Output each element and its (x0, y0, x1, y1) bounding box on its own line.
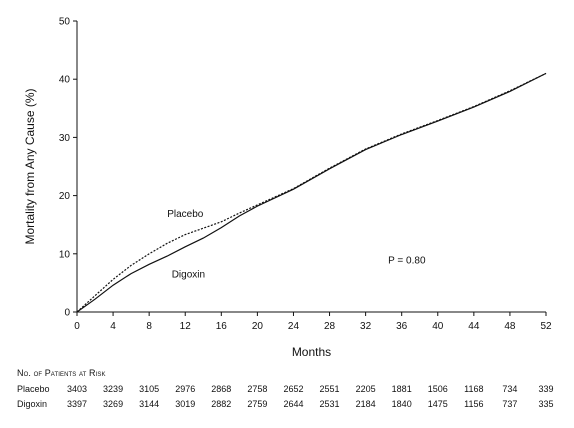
x-tick-label: 24 (288, 321, 300, 332)
y-tick-label: 30 (59, 133, 71, 144)
curves (76, 72, 547, 313)
series-line-digoxin (76, 72, 547, 313)
annotations: Placebo Digoxin P = 0.80 (167, 209, 426, 281)
x-tick-label: 48 (504, 321, 516, 332)
x-tick-label: 16 (216, 321, 228, 332)
y-tick-label: 50 (59, 17, 71, 28)
x-tick-label: 12 (180, 321, 192, 332)
y-tick-label: 40 (59, 75, 71, 86)
annotation-2: P = 0.80 (388, 256, 426, 267)
y-tick-label: 0 (64, 308, 70, 319)
x-tick-label: 20 (252, 321, 264, 332)
x-tick-label: 8 (146, 321, 152, 332)
annotation-0: Placebo (167, 209, 204, 220)
x-tick-label: 28 (324, 321, 336, 332)
x-tick-label: 32 (360, 321, 372, 332)
x-tick-label: 52 (540, 321, 552, 332)
x-tick-label: 36 (396, 321, 408, 332)
series-line-placebo (76, 72, 547, 313)
y-tick-label: 10 (59, 249, 71, 260)
annotation-1: Digoxin (172, 270, 205, 281)
x-tick-label: 40 (432, 321, 444, 332)
y-tick-label: 20 (59, 191, 71, 202)
x-axis-title: Months (292, 345, 331, 359)
y-axis-title: Mortality from Any Cause (%) (23, 88, 37, 244)
x-tick-label: 44 (468, 321, 480, 332)
x-tick-label: 4 (110, 321, 116, 332)
x-tick-label: 0 (74, 321, 80, 332)
